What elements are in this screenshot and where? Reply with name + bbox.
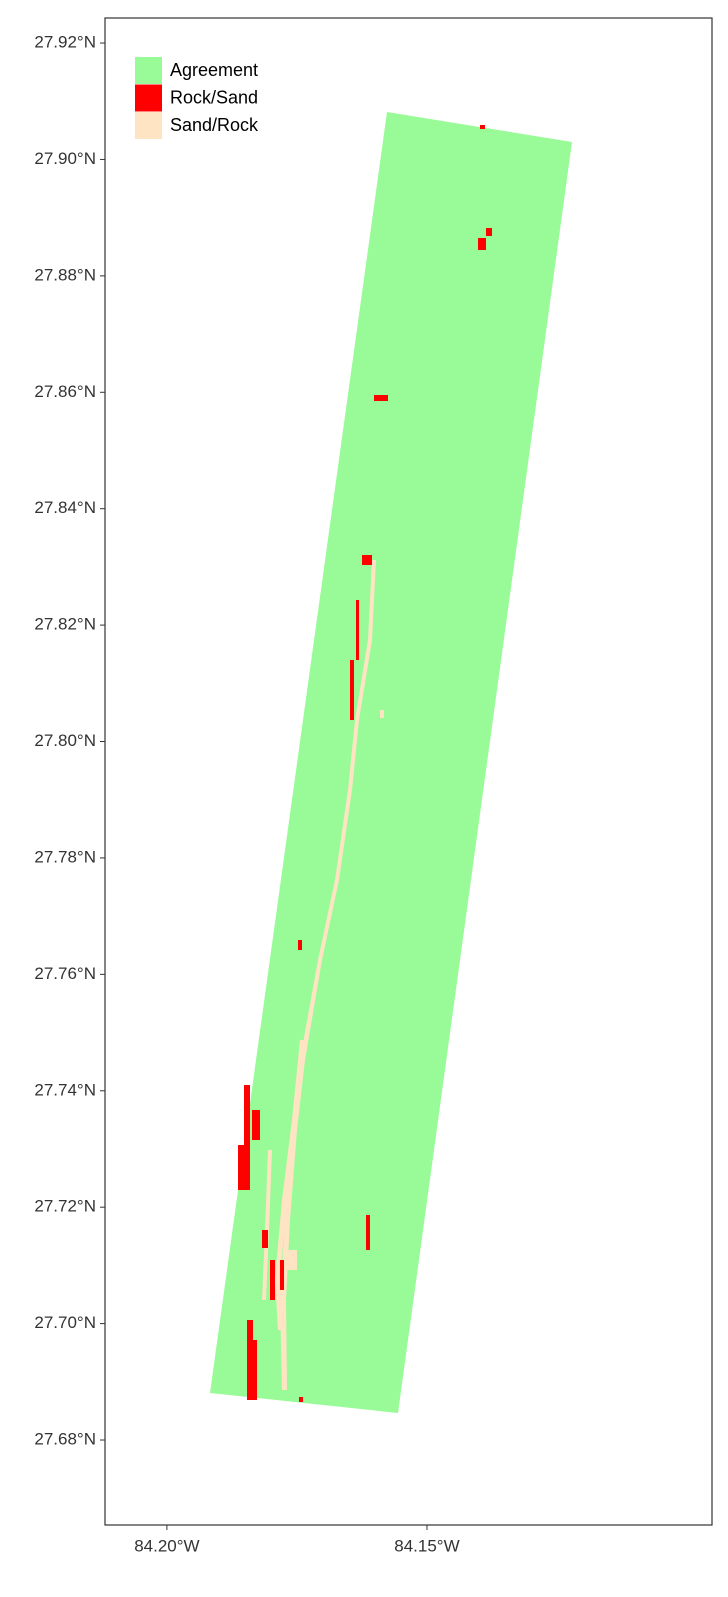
y-tick-label: 27.88°N — [34, 265, 96, 284]
y-tick-label: 27.72°N — [34, 1197, 96, 1216]
legend-key — [135, 84, 162, 112]
survey-swath — [210, 112, 572, 1413]
y-tick-label: 27.78°N — [34, 847, 96, 866]
legend: Agreement Rock/Sand Sand/Rock — [135, 57, 259, 139]
panel-border — [104, 17, 713, 1526]
map-layer — [210, 112, 572, 1413]
legend-key — [135, 57, 162, 84]
y-tick-label: 27.70°N — [34, 1313, 96, 1332]
y-tick-label: 27.82°N — [34, 615, 96, 634]
axes: 27.68°N 27.70°N 27.72°N 27.74°N 27.76°N 27.78… — [34, 33, 459, 1556]
y-tick-label: 27.90°N — [34, 149, 96, 168]
legend-label: Sand/Rock — [170, 115, 259, 135]
y-tick-label: 27.80°N — [34, 731, 96, 750]
legend-label: Rock/Sand — [170, 87, 258, 107]
legend-key — [135, 112, 162, 139]
y-tick-label: 27.92°N — [34, 33, 96, 52]
x-tick-label: 84.15°W — [394, 1536, 459, 1555]
y-tick-label: 27.84°N — [34, 498, 96, 517]
sand-rock-patches — [262, 560, 384, 1390]
y-tick-label: 27.74°N — [34, 1080, 96, 1099]
rock-sand-patches — [238, 125, 492, 1402]
y-tick-label: 27.68°N — [34, 1430, 96, 1449]
legend-label: Agreement — [170, 60, 258, 80]
y-tick-label: 27.76°N — [34, 964, 96, 983]
y-tick-label: 27.86°N — [34, 382, 96, 401]
x-tick-label: 84.20°W — [134, 1536, 199, 1555]
